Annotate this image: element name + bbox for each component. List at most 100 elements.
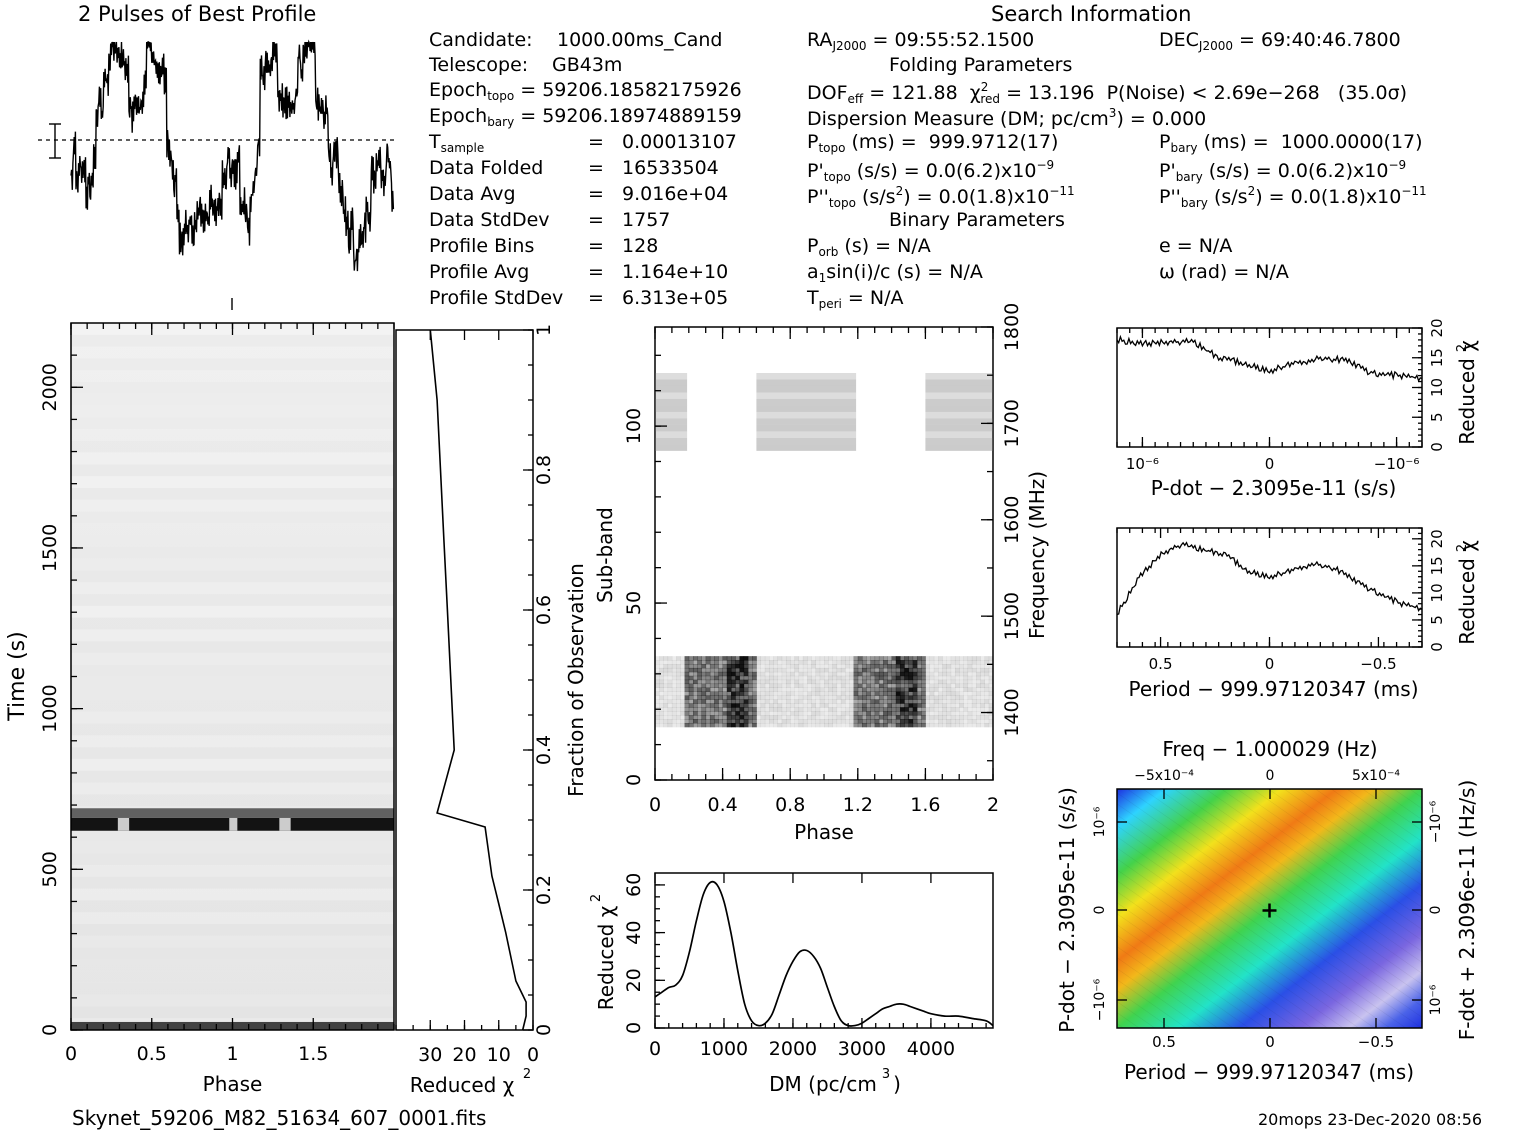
subband-cell <box>946 715 952 720</box>
subband-cell <box>743 667 749 673</box>
subband-cell <box>769 667 774 673</box>
subband-cell <box>756 711 762 716</box>
subband-cell <box>705 675 711 681</box>
subband-cell <box>950 656 956 661</box>
subband-cell <box>794 660 800 665</box>
subband-cell <box>866 695 871 700</box>
subband-cell <box>777 691 783 696</box>
subband-cell <box>773 656 778 661</box>
subband-cell <box>676 691 681 696</box>
subband-cell <box>853 695 859 700</box>
subband-cell <box>773 687 778 692</box>
subband-cell <box>967 663 973 669</box>
subband-cell <box>807 703 812 708</box>
subband-cell <box>663 667 669 673</box>
subband-cell <box>693 667 698 673</box>
subband-cell <box>743 663 749 669</box>
subband-cell <box>959 695 964 700</box>
subband-cell <box>811 695 816 700</box>
subband-cell <box>933 691 939 696</box>
subband-cell <box>764 707 770 712</box>
subband-cell <box>963 715 969 720</box>
time-stripe <box>71 912 394 924</box>
subband-cell <box>853 667 859 673</box>
time-stripe <box>71 381 394 394</box>
subband-cell <box>857 687 863 692</box>
subband-cell <box>718 711 723 716</box>
subband-cell <box>828 699 833 704</box>
subband-cell <box>950 663 956 669</box>
subband-cell <box>900 722 905 728</box>
subband-cell <box>862 695 867 700</box>
subband-cell <box>811 671 816 677</box>
x2-axis-label: Freq − 1.000029 (Hz) <box>1162 737 1377 761</box>
subband-cell <box>828 663 833 669</box>
subband-cell <box>980 679 985 685</box>
subband-cell <box>705 707 711 712</box>
subband-cell <box>781 715 787 720</box>
subband-cell <box>709 711 715 716</box>
subband-cell <box>824 707 829 712</box>
subband-cell <box>950 675 956 681</box>
subband-cell <box>743 707 749 712</box>
subband-cell <box>739 719 745 724</box>
subband-cell <box>807 715 812 720</box>
subband-cell <box>853 679 859 685</box>
time-stripe <box>71 676 394 689</box>
subband-cell <box>887 703 892 708</box>
subband-cell <box>798 715 804 720</box>
subband-cell <box>866 691 871 696</box>
subband-cell <box>900 699 905 704</box>
subband-cell <box>912 703 918 708</box>
subband-cell <box>693 675 698 681</box>
subband-cell <box>866 715 871 720</box>
subband-cell <box>828 667 833 673</box>
subband-cell <box>659 699 664 704</box>
subband-cell <box>680 703 685 708</box>
subband-cell <box>845 679 850 685</box>
subband-row <box>925 444 993 451</box>
subband-cell <box>866 663 871 669</box>
subband-cell <box>929 691 935 696</box>
subband-cell <box>895 671 901 677</box>
subband-cell <box>895 656 901 661</box>
x-tick-label: −10⁻⁶ <box>1374 455 1420 473</box>
subband-cell <box>667 679 673 685</box>
subband-cell <box>933 695 939 700</box>
subband-cell <box>718 715 723 720</box>
subband-row <box>655 398 688 406</box>
dm-line: Dispersion Measure (DM; pc/cm3) = 0.000 <box>807 106 1207 130</box>
x-tick-label: 1.5 <box>298 1043 328 1065</box>
subband-cell <box>878 699 884 704</box>
subband-cell <box>929 663 935 669</box>
subband-cell <box>916 722 922 728</box>
subband-cell <box>857 699 863 704</box>
subband-cell <box>663 703 669 708</box>
subband-cell <box>777 699 783 704</box>
subband-cell <box>853 691 859 696</box>
profile-bins-label: Profile Bins <box>429 235 535 257</box>
subband-cell <box>853 675 859 681</box>
subband-cell <box>714 707 719 712</box>
subband-cell <box>688 679 694 685</box>
subband-cell <box>929 715 935 720</box>
subband-cell <box>663 719 669 724</box>
subband-cell <box>883 667 888 673</box>
subband-cell <box>752 707 757 712</box>
subband-cell <box>709 679 715 685</box>
subband-cell <box>900 695 905 700</box>
subband-cell <box>802 695 808 700</box>
subband-cell <box>773 695 778 700</box>
subband-cell <box>870 695 876 700</box>
subband-cell <box>921 711 926 716</box>
subband-cell <box>988 667 994 673</box>
subband-cell <box>929 679 935 685</box>
subband-cell <box>671 699 677 704</box>
subband-cell <box>895 715 901 720</box>
subband-cell <box>684 691 690 696</box>
x-tick-label: 0.4 <box>707 794 737 816</box>
subband-cell <box>701 722 707 728</box>
subband-cell <box>676 699 681 704</box>
subband-cell <box>891 703 897 708</box>
subband-cell <box>929 699 935 704</box>
